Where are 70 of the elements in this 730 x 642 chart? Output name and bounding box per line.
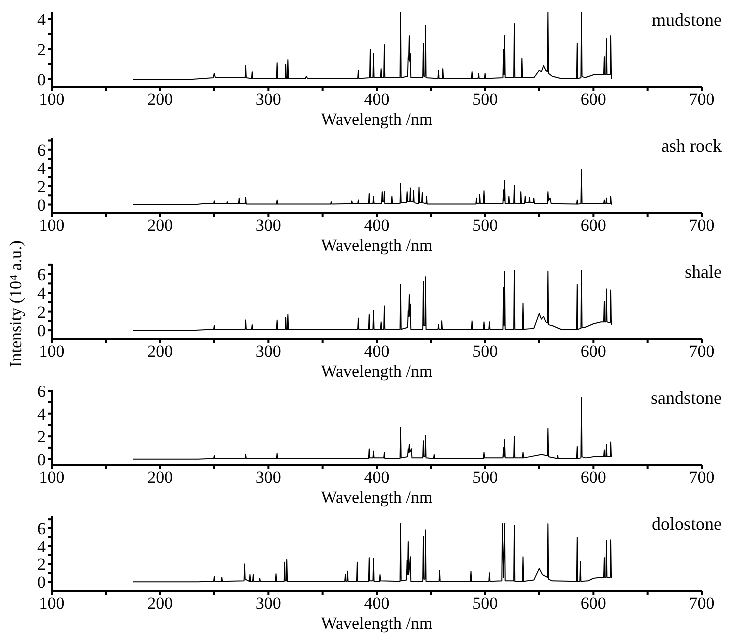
y-tick-label: 4	[38, 159, 46, 178]
line-series	[132, 12, 613, 80]
x-tick-label: 400	[364, 468, 390, 488]
text: ash rock	[662, 136, 722, 157]
x-tick-label: 200	[148, 216, 174, 236]
y-tick-label: 6	[38, 265, 46, 284]
x-tick-label: 100	[39, 594, 65, 614]
x-tick-label: 300	[256, 90, 282, 110]
x-tick-label: 300	[256, 594, 282, 614]
x-tick-label: 600	[580, 216, 606, 236]
x-tick-label: 500	[472, 216, 498, 236]
y-tick-label: 0	[38, 573, 46, 592]
y-axis-title: Intensity (10⁴ a.u.)	[6, 240, 26, 368]
y-tick-label: 2	[38, 40, 46, 60]
x-tick-label: 100	[39, 342, 65, 362]
x-tick-label: 600	[580, 594, 606, 614]
y-tick-label: 0	[38, 322, 46, 341]
x-tick-label: 700	[689, 216, 715, 236]
y-tick-label: 6	[38, 140, 46, 160]
line-series	[132, 270, 613, 332]
y-tick-label: 2	[38, 428, 46, 447]
line-series	[132, 524, 613, 583]
x-tick-label: 500	[472, 90, 498, 110]
text: mudstone	[652, 10, 722, 31]
y-tick-label: 4	[38, 10, 46, 30]
x-axis-title: Wavelength /nm	[321, 614, 433, 633]
x-axis-title: Wavelength /nm	[321, 236, 433, 255]
x-tick-label: 200	[148, 90, 174, 110]
x-tick-label: 200	[148, 342, 174, 362]
x-tick-label: 100	[39, 216, 65, 236]
x-tick-label: 300	[256, 216, 282, 236]
y-tick-label: 2	[38, 555, 46, 574]
y-tick-label: 4	[38, 284, 46, 304]
y-tick-label: 0	[38, 196, 46, 215]
y-tick-label: 0	[38, 70, 46, 90]
y-tick-label: 0	[38, 450, 46, 470]
y-tick-label: 2	[38, 302, 46, 322]
y-tick-label: 6	[38, 382, 46, 402]
line-series	[132, 170, 613, 206]
x-tick-label: 100	[39, 90, 65, 110]
x-axis-title: Wavelength /nm	[321, 488, 433, 507]
line-series	[132, 397, 613, 460]
y-tick-label: 2	[38, 178, 46, 197]
x-tick-label: 100	[39, 468, 65, 488]
x-tick-label: 500	[472, 468, 498, 488]
y-tick-label: 6	[38, 520, 46, 539]
x-tick-label: 200	[148, 594, 174, 614]
x-tick-label: 700	[689, 468, 715, 488]
x-tick-label: 500	[472, 594, 498, 614]
x-tick-label: 600	[580, 90, 606, 110]
x-tick-label: 300	[256, 342, 282, 362]
x-tick-label: 400	[364, 342, 390, 362]
text: shale	[685, 262, 722, 283]
x-tick-label: 700	[689, 90, 715, 110]
x-tick-label: 400	[364, 594, 390, 614]
x-axis-title: Wavelength /nm	[321, 110, 433, 129]
y-tick-label: 4	[38, 537, 46, 556]
x-tick-label: 600	[580, 468, 606, 488]
text: sandstone	[651, 388, 722, 409]
x-tick-label: 700	[689, 594, 715, 614]
text: dolostone	[652, 514, 722, 535]
x-tick-label: 600	[580, 342, 606, 362]
x-axis-title: Wavelength /nm	[321, 362, 433, 381]
x-tick-label: 300	[256, 468, 282, 488]
x-tick-label: 500	[472, 342, 498, 362]
x-tick-label: 400	[364, 90, 390, 110]
x-tick-label: 400	[364, 216, 390, 236]
y-tick-label: 4	[38, 404, 46, 424]
x-tick-label: 700	[689, 342, 715, 362]
x-tick-label: 200	[148, 468, 174, 488]
